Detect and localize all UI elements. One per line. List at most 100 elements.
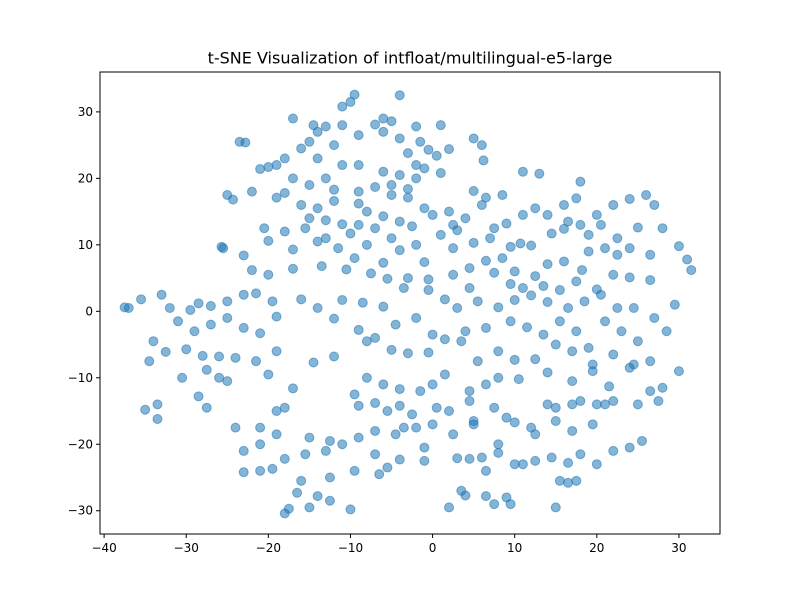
data-point bbox=[218, 243, 229, 254]
data-point bbox=[361, 239, 372, 250]
data-point bbox=[312, 236, 323, 247]
data-point bbox=[542, 297, 553, 307]
data-point bbox=[509, 295, 520, 306]
data-point bbox=[444, 206, 455, 217]
data-point bbox=[464, 453, 475, 464]
data-point bbox=[271, 311, 282, 322]
data-point bbox=[669, 299, 680, 310]
data-point bbox=[567, 399, 578, 410]
data-point bbox=[246, 265, 257, 276]
data-point bbox=[353, 400, 364, 411]
data-point bbox=[320, 121, 331, 132]
data-point bbox=[530, 203, 541, 214]
data-point bbox=[353, 324, 364, 335]
data-point bbox=[493, 439, 504, 450]
data-point bbox=[600, 243, 611, 254]
y-tick-label: −10 bbox=[68, 371, 93, 385]
data-point bbox=[394, 400, 405, 411]
data-point bbox=[205, 300, 216, 311]
data-point bbox=[517, 459, 528, 470]
data-point bbox=[612, 249, 623, 260]
data-point bbox=[583, 342, 594, 353]
y-tick-label: 10 bbox=[78, 238, 93, 252]
data-point bbox=[263, 162, 274, 173]
data-point bbox=[571, 326, 582, 337]
data-point bbox=[505, 499, 516, 510]
data-point bbox=[382, 273, 393, 284]
data-point bbox=[608, 396, 619, 407]
data-point bbox=[353, 130, 364, 141]
data-point bbox=[337, 295, 348, 306]
data-point bbox=[476, 140, 487, 151]
data-point bbox=[337, 160, 348, 171]
data-point bbox=[279, 226, 290, 237]
data-point bbox=[287, 113, 298, 124]
data-point bbox=[673, 366, 684, 377]
data-point bbox=[279, 453, 290, 464]
data-point bbox=[493, 447, 504, 458]
data-point bbox=[197, 350, 208, 361]
data-point bbox=[173, 316, 184, 327]
data-point bbox=[370, 182, 381, 192]
data-point bbox=[304, 432, 315, 443]
data-point bbox=[624, 272, 635, 283]
data-point bbox=[558, 223, 569, 234]
data-point bbox=[587, 366, 598, 377]
data-point bbox=[386, 189, 397, 200]
data-point bbox=[686, 265, 697, 276]
data-point bbox=[636, 435, 647, 446]
data-point bbox=[304, 180, 315, 191]
data-point bbox=[214, 372, 225, 383]
data-point bbox=[480, 491, 491, 502]
data-point bbox=[267, 463, 278, 474]
data-point bbox=[271, 160, 282, 171]
data-point bbox=[205, 319, 216, 330]
data-point bbox=[156, 289, 167, 300]
data-point bbox=[419, 455, 430, 466]
data-point bbox=[489, 267, 500, 278]
data-point bbox=[624, 193, 635, 204]
data-point bbox=[201, 364, 212, 375]
data-point bbox=[230, 422, 241, 433]
data-point bbox=[653, 396, 664, 407]
data-point bbox=[464, 396, 475, 407]
data-point bbox=[370, 398, 381, 409]
data-point bbox=[259, 223, 270, 234]
data-point bbox=[329, 195, 340, 206]
data-point bbox=[296, 294, 307, 305]
data-point bbox=[628, 359, 639, 370]
data-point bbox=[251, 356, 262, 367]
data-point bbox=[390, 429, 401, 440]
data-point bbox=[353, 219, 364, 230]
data-point bbox=[345, 228, 356, 239]
data-point bbox=[148, 336, 159, 347]
data-point bbox=[546, 452, 557, 463]
data-point bbox=[579, 296, 590, 307]
data-point bbox=[427, 379, 438, 390]
data-point bbox=[591, 459, 602, 470]
data-point bbox=[329, 313, 340, 324]
data-point bbox=[563, 457, 574, 468]
data-point bbox=[452, 453, 463, 464]
data-point bbox=[240, 137, 251, 148]
data-point bbox=[411, 239, 422, 250]
data-point bbox=[501, 412, 512, 423]
data-point bbox=[349, 389, 360, 400]
data-point bbox=[214, 351, 225, 362]
data-point bbox=[222, 312, 233, 323]
data-point bbox=[612, 302, 623, 313]
data-point bbox=[365, 268, 376, 279]
data-point bbox=[320, 173, 331, 184]
data-point bbox=[370, 119, 381, 130]
data-point bbox=[271, 406, 282, 417]
data-point bbox=[300, 223, 311, 234]
data-point bbox=[144, 356, 155, 367]
data-point bbox=[550, 339, 561, 350]
data-point bbox=[480, 255, 491, 266]
data-point bbox=[571, 475, 582, 486]
data-point bbox=[255, 328, 266, 339]
data-point bbox=[612, 233, 623, 244]
data-point bbox=[349, 465, 360, 476]
data-point bbox=[472, 356, 483, 367]
data-point bbox=[649, 199, 660, 210]
